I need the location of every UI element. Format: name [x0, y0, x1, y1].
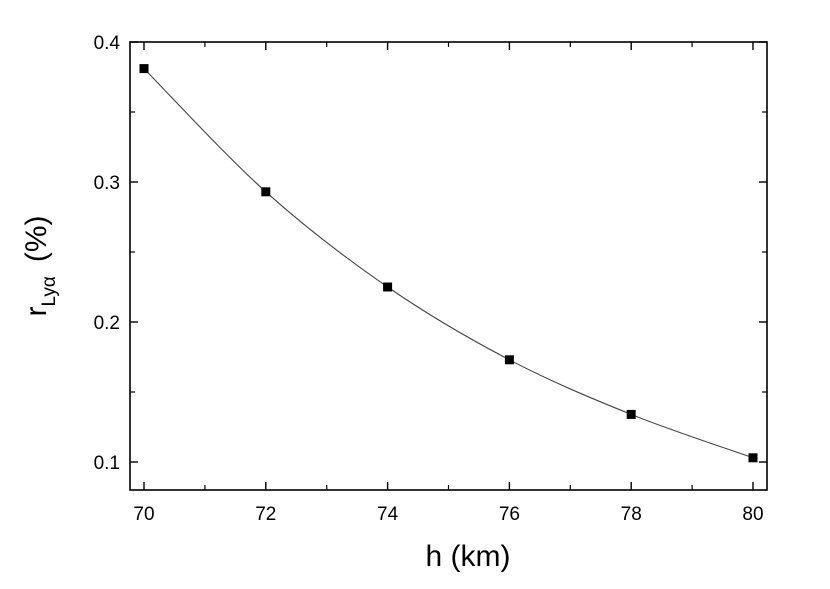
x-tick-label: 76	[499, 504, 520, 525]
ticks-layer: 70 72 74 76 78 80 0.1 0.2 0.3 0.4	[94, 33, 767, 525]
series-line	[143, 68, 754, 459]
x-tick-label: 72	[255, 504, 276, 525]
data-point-marker	[748, 453, 758, 463]
y-tick-label: 0.2	[94, 313, 120, 334]
data-point-marker	[139, 64, 149, 74]
y-tick-label: 0.3	[94, 173, 120, 194]
data-point-marker	[261, 187, 271, 197]
series-layer	[139, 64, 758, 463]
data-point-marker	[383, 282, 393, 292]
x-tick-label: 78	[621, 504, 642, 525]
data-point-marker	[626, 409, 636, 419]
x-tick-label: 80	[742, 504, 763, 525]
y-axis-title-subscript: Lyα	[39, 276, 60, 306]
y-tick-label: 0.1	[94, 453, 120, 474]
x-tick-label: 70	[133, 504, 154, 525]
y-axis-title-unit: (%)	[20, 215, 53, 262]
x-axis-title: h (km)	[426, 540, 511, 573]
plot-frame	[129, 41, 768, 491]
x-tick-label: 74	[377, 504, 399, 525]
y-axis-title: rLyα (%)	[20, 215, 60, 316]
y-axis-title-main: r	[20, 307, 53, 317]
data-point-marker	[504, 355, 514, 365]
y-tick-label: 0.4	[94, 33, 121, 54]
y-axis-title-text: rLyα (%)	[20, 215, 60, 316]
